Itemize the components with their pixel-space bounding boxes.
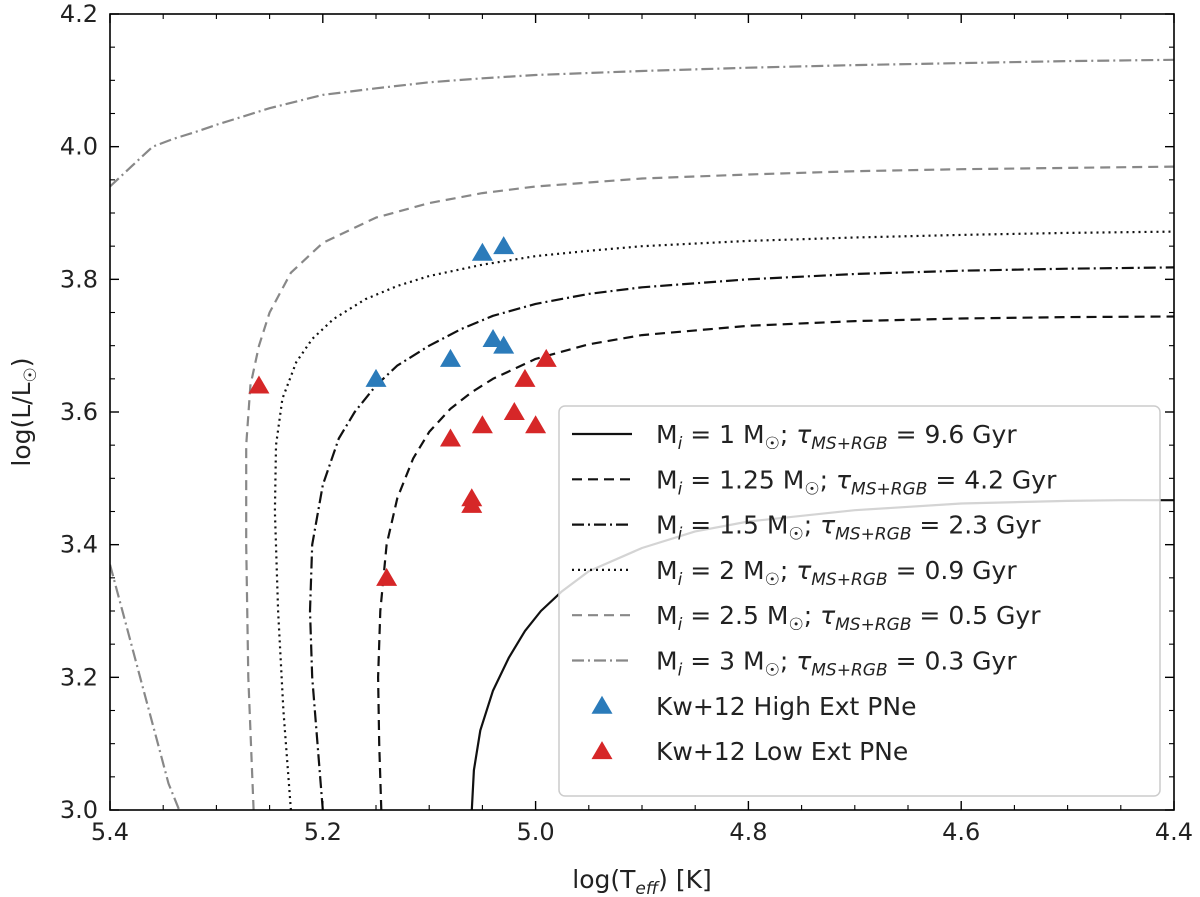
- data-points: [248, 236, 557, 586]
- legend-marker-0: [591, 695, 613, 714]
- axis-ticks: 5.4 5.2 5.0 4.8 4.6 4.4 3.0 3.2 3.4 3.6 3.8 4.0 4.2: [60, 0, 1193, 846]
- x-tick-label-0: 5.4: [91, 818, 129, 846]
- marker-low-ext-2: [514, 368, 536, 387]
- legend-label-mass-1.5: Mi = 1.5 M☉; τMS+RGB = 2.3 Gyr: [656, 511, 1041, 545]
- y-tick-label-6: 4.2: [60, 0, 98, 28]
- y-tick-label-4: 3.8: [60, 265, 98, 293]
- y-tick-label-0: 3.0: [60, 796, 98, 824]
- x-tick-label-4: 4.6: [942, 818, 980, 846]
- series-line-mass-3-lower-branch: [110, 564, 181, 810]
- marker-high-ext-1: [493, 236, 515, 255]
- legend-label-mass-1: Mi = 1 M☉; τMS+RGB = 9.6 Gyr: [656, 420, 1017, 454]
- marker-low-ext-4: [471, 415, 493, 434]
- marker-low-ext-6: [439, 428, 461, 447]
- y-axis-label: log(L/L☉): [7, 357, 41, 466]
- legend-label-marker-1: Kw+12 Low Ext PNe: [656, 737, 908, 766]
- x-tick-label-3: 4.8: [729, 818, 767, 846]
- series-line-mass-3: [110, 58, 1174, 188]
- legend-label-mass-2: Mi = 2 M☉; τMS+RGB = 0.9 Gyr: [656, 556, 1017, 590]
- series-line-mass-2.5: [245, 165, 1174, 810]
- legend: Mi = 1 M☉; τMS+RGB = 9.6 Gyr Mi = 1.25 M☉…: [558, 405, 1161, 797]
- y-tick-label-1: 3.2: [60, 663, 98, 691]
- x-tick-label-1: 5.2: [304, 818, 342, 846]
- marker-low-ext-1: [535, 348, 557, 367]
- marker-high-ext-5: [365, 368, 387, 387]
- marker-low-ext-9: [376, 567, 398, 586]
- marker-low-ext-5: [525, 415, 547, 434]
- series-line-mass-1.5: [308, 266, 1174, 810]
- marker-low-ext-8: [461, 494, 483, 513]
- series-line-mass-1.25: [377, 315, 1174, 810]
- y-tick-label-5: 4.0: [60, 133, 98, 161]
- marker-low-ext-3: [503, 402, 525, 420]
- legend-label-mass-3: Mi = 3 M☉; τMS+RGB = 0.3 Gyr: [656, 647, 1017, 681]
- x-tick-label-5: 4.4: [1155, 818, 1193, 846]
- marker-high-ext-2: [482, 329, 504, 348]
- marker-high-ext-4: [439, 348, 461, 367]
- plot-frame: [109, 13, 1175, 811]
- legend-label-mass-2.5: Mi = 2.5 M☉; τMS+RGB = 0.5 Gyr: [656, 601, 1041, 635]
- y-tick-label-3: 3.6: [60, 398, 98, 426]
- x-tick-label-2: 5.0: [517, 818, 555, 846]
- legend-marker-1: [591, 741, 613, 760]
- legend-label-marker-0: Kw+12 High Ext PNe: [656, 692, 916, 721]
- y-tick-label-2: 3.4: [60, 531, 98, 559]
- legend-label-mass-1.25: Mi = 1.25 M☉; τMS+RGB = 4.2 Gyr: [656, 465, 1057, 499]
- legend-box: [558, 405, 1161, 797]
- marker-high-ext-0: [471, 242, 493, 261]
- x-axis-label: log(Teff) [K]: [572, 865, 711, 897]
- marker-low-ext-0: [248, 375, 270, 394]
- marker-high-ext-3: [493, 335, 515, 354]
